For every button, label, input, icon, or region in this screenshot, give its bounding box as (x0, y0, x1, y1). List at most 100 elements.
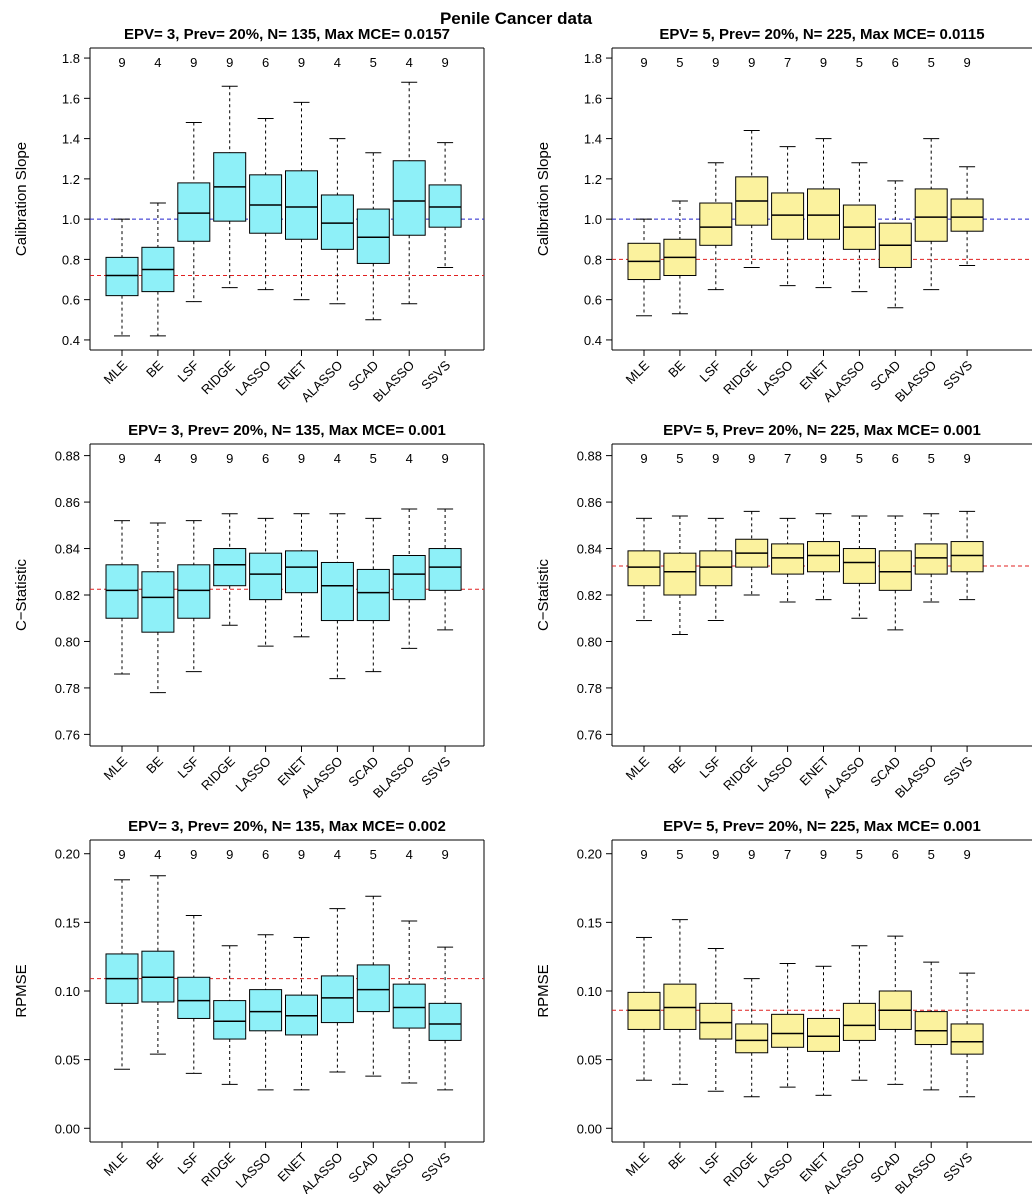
count-label: 9 (748, 55, 755, 70)
box-blasso (914, 138, 948, 291)
x-tick-label: LSF (174, 1149, 202, 1177)
iqr-box (842, 548, 876, 584)
box-enet (285, 101, 318, 301)
box-lsf (699, 517, 733, 622)
y-tick-label: 0.84 (55, 542, 80, 557)
iqr-box (428, 184, 462, 228)
box-be (141, 875, 175, 1055)
iqr-box (699, 202, 733, 246)
count-label: 9 (441, 55, 448, 70)
count-label: 7 (784, 451, 791, 466)
box-ssvs (950, 166, 984, 266)
y-tick-label: 0.8 (62, 252, 80, 267)
box-mle (627, 936, 661, 1081)
iqr-box (356, 964, 390, 1013)
y-axis-label: Calibration Slope (535, 142, 552, 256)
iqr-box (950, 541, 984, 573)
count-label: 9 (748, 847, 755, 862)
x-tick-label: LASSO (232, 358, 273, 399)
count-label: 9 (118, 55, 125, 70)
count-label: 4 (154, 847, 161, 862)
chart-panel: EPV= 5, Prev= 20%, N= 225, Max MCE= 0.01… (535, 26, 1032, 405)
box-lsf (699, 947, 733, 1092)
box-ssvs (428, 946, 462, 1091)
count-label: 9 (226, 55, 233, 70)
count-label: 9 (118, 847, 125, 862)
box-be (141, 202, 175, 337)
y-tick-label: 0.88 (577, 449, 602, 464)
iqr-box (771, 1013, 805, 1048)
iqr-box (105, 256, 139, 297)
iqr-box (285, 550, 318, 594)
y-tick-label: 0.76 (577, 727, 602, 742)
y-tick-label: 0.20 (577, 847, 602, 862)
count-label: 9 (441, 847, 448, 862)
box-lasso (771, 963, 805, 1088)
y-tick-label: 1.4 (62, 132, 80, 147)
y-tick-label: 0.20 (55, 847, 80, 862)
box-mle (105, 218, 139, 337)
box-blasso (392, 920, 426, 1084)
x-tick-label: LASSO (754, 754, 795, 795)
iqr-box (807, 1017, 840, 1052)
count-label: 5 (676, 451, 683, 466)
x-tick-label: SSVS (418, 753, 453, 788)
count-label: 9 (963, 451, 970, 466)
y-tick-label: 0.00 (55, 1121, 80, 1136)
x-tick-label: RIDGE (198, 753, 238, 793)
count-label: 6 (262, 451, 269, 466)
count-label: 9 (190, 451, 197, 466)
chart-panel: EPV= 3, Prev= 20%, N= 135, Max MCE= 0.00… (13, 422, 485, 801)
count-label: 7 (784, 847, 791, 862)
x-tick-label: RIDGE (720, 1149, 760, 1189)
count-label: 9 (712, 451, 719, 466)
y-tick-label: 0.4 (584, 333, 602, 348)
count-label: 9 (712, 55, 719, 70)
x-tick-label: LASSO (754, 1150, 795, 1191)
iqr-box (842, 1002, 876, 1041)
box-ridge (213, 945, 247, 1085)
y-tick-label: 1.6 (584, 91, 602, 106)
count-label: 9 (640, 847, 647, 862)
x-tick-label: MLE (101, 357, 131, 387)
y-tick-label: 1.2 (62, 172, 80, 187)
count-label: 6 (262, 847, 269, 862)
iqr-box (807, 541, 840, 573)
y-tick-label: 0.80 (55, 634, 80, 649)
box-lasso (771, 146, 805, 287)
iqr-box (428, 1002, 462, 1041)
x-tick-label: LASSO (754, 358, 795, 399)
count-label: 4 (334, 55, 341, 70)
x-tick-label: BE (665, 753, 688, 776)
y-tick-label: 1.6 (62, 91, 80, 106)
y-axis-label: C−Statistic (535, 558, 552, 631)
x-tick-label: BE (143, 753, 166, 776)
box-ridge (735, 510, 769, 596)
count-label: 5 (856, 847, 863, 862)
box-be (141, 522, 175, 694)
box-scad (878, 935, 912, 1085)
box-alasso (842, 515, 876, 619)
box-enet (807, 965, 840, 1096)
y-axis-label: Calibration Slope (13, 142, 30, 256)
count-label: 4 (334, 451, 341, 466)
x-tick-label: LASSO (232, 1150, 273, 1191)
count-label: 7 (784, 55, 791, 70)
count-label: 5 (928, 847, 935, 862)
x-tick-label: LSF (174, 357, 202, 385)
box-enet (285, 936, 318, 1091)
box-enet (285, 513, 318, 638)
count-label: 5 (370, 847, 377, 862)
count-label: 6 (892, 55, 899, 70)
x-tick-label: MLE (623, 1149, 653, 1179)
count-label: 4 (406, 451, 413, 466)
count-label: 4 (406, 847, 413, 862)
y-tick-label: 0.78 (577, 681, 602, 696)
y-tick-label: 0.82 (55, 588, 80, 603)
iqr-box (356, 568, 390, 622)
iqr-box (105, 564, 139, 619)
iqr-box (950, 1023, 984, 1055)
box-ridge (213, 513, 247, 626)
box-mle (627, 517, 661, 622)
